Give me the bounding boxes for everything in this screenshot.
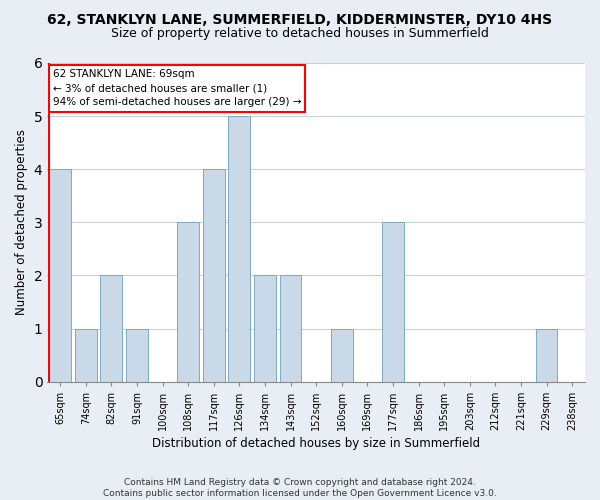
- Bar: [100, 276, 122, 382]
- Y-axis label: Number of detached properties: Number of detached properties: [15, 130, 28, 316]
- Bar: [536, 328, 557, 382]
- Bar: [177, 222, 199, 382]
- Bar: [280, 276, 301, 382]
- Text: Contains HM Land Registry data © Crown copyright and database right 2024.
Contai: Contains HM Land Registry data © Crown c…: [103, 478, 497, 498]
- Bar: [254, 276, 276, 382]
- Bar: [229, 116, 250, 382]
- Text: 62, STANKLYN LANE, SUMMERFIELD, KIDDERMINSTER, DY10 4HS: 62, STANKLYN LANE, SUMMERFIELD, KIDDERMI…: [47, 12, 553, 26]
- Text: Size of property relative to detached houses in Summerfield: Size of property relative to detached ho…: [111, 28, 489, 40]
- Bar: [126, 328, 148, 382]
- Bar: [75, 328, 97, 382]
- X-axis label: Distribution of detached houses by size in Summerfield: Distribution of detached houses by size …: [152, 437, 480, 450]
- Bar: [49, 169, 71, 382]
- Text: 62 STANKLYN LANE: 69sqm
← 3% of detached houses are smaller (1)
94% of semi-deta: 62 STANKLYN LANE: 69sqm ← 3% of detached…: [53, 70, 301, 108]
- Bar: [382, 222, 404, 382]
- Bar: [203, 169, 224, 382]
- Bar: [331, 328, 353, 382]
